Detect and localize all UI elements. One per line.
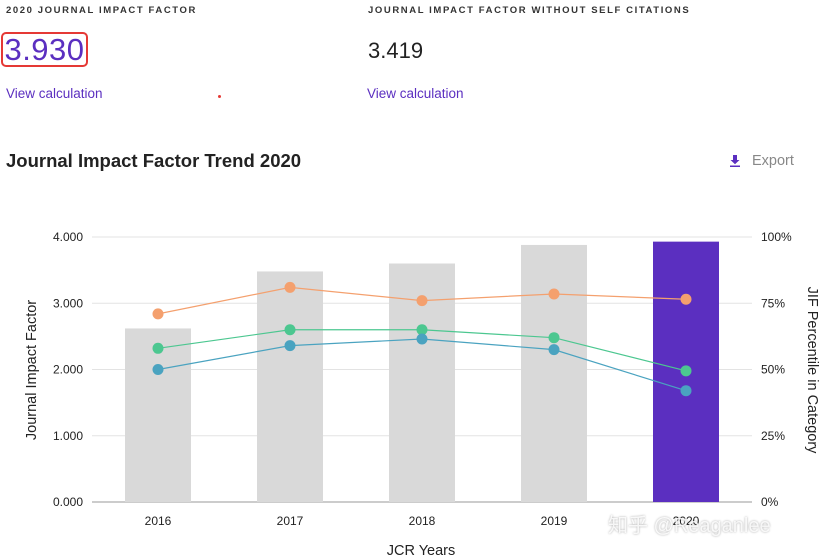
percentile-point[interactable] [416, 295, 428, 307]
jif-value: 3.930 [4, 31, 85, 67]
x-tick-label: 2016 [145, 514, 172, 528]
percentile-point[interactable] [416, 333, 428, 345]
y2-tick-label: 50% [761, 363, 785, 377]
percentile-point[interactable] [548, 288, 560, 300]
bar-2017 [257, 271, 323, 502]
y-axis-label: Journal Impact Factor [24, 300, 40, 440]
export-label: Export [752, 153, 794, 169]
percentile-point[interactable] [548, 344, 560, 356]
export-button[interactable]: Export [730, 153, 794, 169]
jif-noself-label: JOURNAL IMPACT FACTOR WITHOUT SELF CITAT… [368, 5, 691, 16]
bar-2019 [521, 244, 587, 502]
view-calculation-link-jif[interactable]: View calculation [6, 86, 103, 101]
y-tick-label: 4.000 [53, 230, 83, 244]
y2-axis-label: JIF Percentile in Category [804, 287, 820, 455]
jif-value-highlight: 3.930 [1, 32, 88, 67]
x-tick-label: 2017 [277, 514, 304, 528]
percentile-point[interactable] [152, 342, 164, 354]
percentile-point[interactable] [152, 308, 164, 320]
annotation-dot [218, 95, 221, 98]
download-icon [730, 155, 740, 167]
percentile-point[interactable] [680, 385, 692, 397]
y2-tick-label: 25% [761, 429, 785, 443]
watermark: 知乎 @Reaganlee [608, 515, 771, 537]
percentile-point[interactable] [152, 364, 164, 375]
x-axis-label: JCR Years [387, 543, 456, 559]
x-tick-label: 2018 [409, 514, 436, 528]
percentile-point[interactable] [284, 340, 296, 352]
percentile-point[interactable] [416, 324, 428, 336]
percentile-point[interactable] [680, 365, 692, 377]
view-calculation-link-noself[interactable]: View calculation [367, 86, 464, 101]
x-tick-label: 2019 [541, 514, 568, 528]
y2-tick-label: 100% [761, 230, 792, 244]
y-tick-label: 1.000 [53, 429, 83, 443]
percentile-point[interactable] [284, 281, 296, 293]
trend-title: Journal Impact Factor Trend 2020 [6, 150, 302, 171]
jif-noself-value: 3.419 [368, 38, 424, 63]
bar-2016 [125, 328, 191, 502]
y2-tick-label: 75% [761, 296, 785, 310]
y2-tick-label: 0% [761, 495, 779, 509]
percentile-point[interactable] [284, 324, 296, 336]
percentile-point[interactable] [548, 332, 560, 344]
x-tick-label: 2020 [673, 514, 700, 528]
y-tick-label: 3.000 [53, 296, 83, 310]
y-tick-label: 2.000 [53, 363, 83, 377]
percentile-point[interactable] [680, 293, 692, 305]
y-tick-label: 0.000 [53, 495, 83, 509]
jif-label: 2020 JOURNAL IMPACT FACTOR [6, 5, 197, 16]
